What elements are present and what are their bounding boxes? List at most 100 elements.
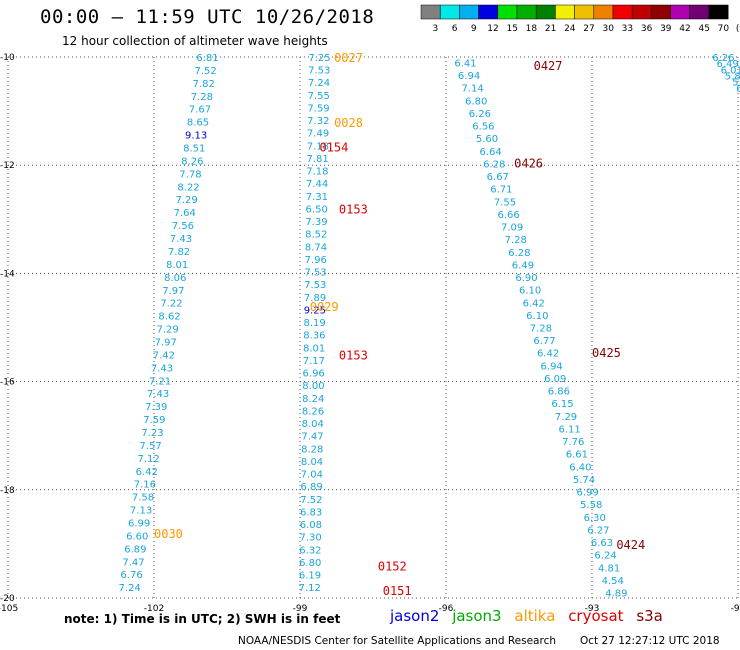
swh-value: 6.77 (533, 336, 555, 347)
swh-value: 8.04 (302, 419, 324, 430)
swh-value: 6.80 (299, 558, 321, 569)
swh-value: 6.49 (716, 59, 738, 70)
colorbar-label: 21 (545, 24, 556, 34)
swh-value: 7.55 (494, 197, 516, 208)
colorbar-swatch (439, 4, 460, 20)
swh-value: 6.08 (300, 520, 322, 531)
swh-value: 7.96 (305, 255, 327, 266)
colorbar-swatch (593, 4, 614, 20)
pass-label: 0151 (383, 584, 412, 598)
swh-value: 7.53 (308, 66, 330, 77)
colorbar-swatch (612, 4, 633, 20)
pass-label: 0425 (592, 346, 621, 360)
swh-value: 8.51 (183, 144, 205, 155)
swh-value: 6.15 (551, 399, 573, 410)
swh-value: 7.53 (304, 280, 326, 291)
swh-value: 7.12 (299, 583, 321, 594)
colorbar-label: 45 (698, 24, 709, 34)
swh-value: 6.94 (541, 361, 563, 372)
track-points: 6.817.527.827.287.678.659.138.518.267.78… (119, 53, 740, 600)
swh-value: 7.28 (191, 92, 213, 103)
colorbar-swatch (708, 4, 729, 20)
colorbar-label: 6 (452, 24, 458, 34)
swh-value: 6.32 (299, 545, 321, 556)
swh-value: 6.10 (519, 286, 541, 297)
swh-value: 7.31 (306, 192, 328, 203)
swh-value: 7.29 (555, 412, 577, 423)
swh-value: 6.90 (515, 273, 537, 284)
swh-value: 5.74 (573, 475, 595, 486)
y-tick-label: -16 (0, 378, 15, 388)
swh-value: 6.09 (544, 374, 566, 385)
swh-value: 6.41 (454, 58, 476, 69)
legend-jason2: jason2 (390, 607, 440, 625)
swh-value: 7.97 (155, 337, 177, 348)
swh-value: 6.19 (299, 571, 321, 582)
footer-timestamp: Oct 27 12:27:12 UTC 2018 (580, 635, 720, 647)
colorbar-label: 24 (564, 24, 576, 34)
swh-value: 7.24 (119, 583, 141, 594)
swh-value: 8.26 (181, 156, 203, 167)
swh-value: 7.17 (303, 356, 325, 367)
swh-value: 6.42 (523, 298, 545, 309)
swh-value: 6.28 (508, 248, 530, 259)
legend-altika: altika (514, 607, 556, 625)
swh-value: 7.12 (138, 454, 160, 465)
colorbar-swatch (459, 4, 479, 20)
swh-value: 6.26 (712, 53, 734, 64)
swh-value: 7.53 (304, 268, 326, 279)
colorbar-swatch (631, 4, 652, 20)
swh-value: 5.8 (732, 78, 740, 89)
swh-value: 7.42 (153, 350, 175, 361)
swh-value: 6.94 (458, 71, 480, 82)
colorbar-swatch (651, 4, 671, 20)
swh-value: 6.81 (196, 53, 218, 64)
swh-value: 6.10 (526, 311, 548, 322)
x-tick-label: -96 (439, 604, 454, 614)
swh-value: 7.32 (307, 116, 329, 127)
swh-value: 8.19 (303, 318, 325, 329)
swh-value: 5.86 (725, 72, 740, 83)
x-tick-label: -105 (0, 604, 18, 614)
x-tick-label: -99 (293, 604, 308, 614)
swh-value: 8.36 (303, 331, 325, 342)
satellite-legend: jason2 jason3 altika cryosat s3a (390, 607, 671, 625)
swh-value: 8.52 (305, 230, 327, 241)
pass-label: 0028 (334, 116, 363, 130)
colorbar-label: 9 (471, 24, 477, 34)
swh-value: 8.65 (187, 118, 209, 129)
swh-value: 7.52 (195, 66, 217, 77)
colorbar-swatch (516, 4, 537, 20)
pass-label: 0424 (616, 538, 645, 552)
colorbar-label: 15 (506, 24, 517, 34)
swh-value: 7.18 (307, 141, 329, 152)
pass-label: 0153 (339, 349, 368, 363)
swh-value: 7.76 (562, 437, 584, 448)
swh-value: 6.49 (512, 260, 534, 271)
swh-value: 6.63 (591, 538, 613, 549)
swh-value: 4.89 (605, 589, 627, 600)
y-tick-label: -12 (0, 161, 15, 171)
swh-value: 7.28 (505, 235, 527, 246)
swh-value: 7.14 (462, 84, 484, 95)
y-tick-label: -10 (0, 53, 15, 63)
colorbar-swatch (670, 4, 691, 20)
swh-value: 6.5 (736, 84, 740, 95)
pass-labels: 0027 0028 0154 0153 0029 0153 0030 0152 0151 0427… (154, 51, 645, 598)
swh-value: 7.39 (305, 217, 327, 228)
swh-value: 4.81 (598, 563, 620, 574)
colorbar-label: 3 (433, 24, 439, 34)
swh-value: 7.22 (160, 299, 182, 310)
colorbar-label: 36 (641, 24, 653, 34)
pass-label: 0153 (339, 202, 368, 216)
swh-value: 6.96 (303, 369, 325, 380)
swh-value: 7.29 (176, 195, 198, 206)
swh-value: 9.25 (304, 305, 326, 316)
swh-value: 7.55 (308, 91, 330, 102)
colorbar-swatch (689, 4, 710, 20)
pass-label: 0152 (378, 560, 407, 574)
chart-axes: -105 -102 -99 -96 -93 -90 -10 -12 -14 -16 -18 -20 (0, 53, 740, 614)
colorbar-swatch (497, 4, 518, 20)
legend-jason3: jason3 (452, 607, 502, 625)
